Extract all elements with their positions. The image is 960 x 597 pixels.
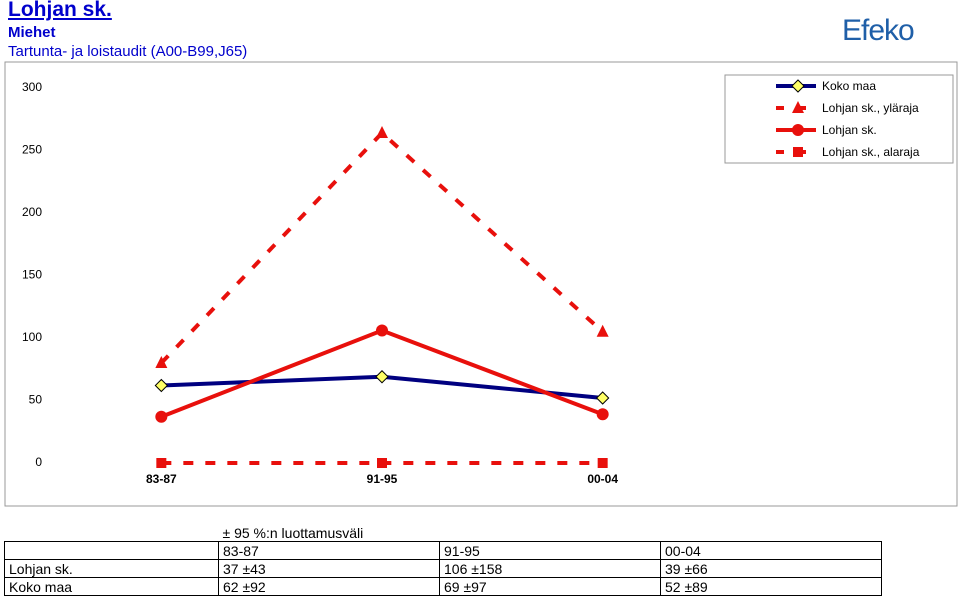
table-cell: 62 ±92 (218, 577, 440, 596)
subtitle: Miehet (8, 24, 56, 41)
title: Lohjan sk. (8, 0, 112, 21)
logo: Efeko (842, 14, 915, 47)
y-tick-label: 300 (22, 80, 42, 94)
y-tick-label: 250 (22, 143, 42, 157)
legend-label: Lohjan sk., alaraja (822, 145, 920, 159)
legend-marker (793, 147, 803, 157)
legend-label: Lohjan sk., yläraja (822, 101, 919, 115)
y-tick-label: 150 (22, 268, 42, 282)
table-cell (4, 541, 219, 560)
table-cell: 106 ±158 (439, 559, 661, 578)
y-tick-label: 50 (29, 393, 43, 407)
ci-table: ± 95 %:n luottamusväli 83-87 91-95 00-04 Lo… (4, 524, 882, 596)
table-cell: 52 ±89 (660, 577, 882, 596)
chart: 0 50 100 150 200 250 300 83-87 91-95 00-04 Koko ma… (4, 61, 958, 507)
table-header: ± 95 %:n luottamusväli (222, 524, 364, 541)
y-tick-label: 100 (22, 330, 42, 344)
legend-marker (792, 124, 804, 136)
table-cell: Lohjan sk. (4, 559, 219, 578)
legend-marker (792, 101, 804, 113)
table-row: 83-87 91-95 00-04 (4, 541, 882, 560)
data-point (596, 324, 609, 337)
data-point (595, 391, 610, 405)
data-point (375, 370, 389, 384)
x-tick-label: 91-95 (367, 472, 398, 486)
table-cell: Koko maa (4, 577, 219, 596)
data-point (597, 458, 608, 468)
y-tick-label: 200 (22, 205, 42, 219)
table-cell: 39 ±66 (660, 559, 882, 578)
x-tick-label: 83-87 (146, 472, 177, 486)
table-row: Koko maa 62 ±92 69 ±97 52 ±89 (4, 577, 882, 596)
table-cell: 69 ±97 (439, 577, 661, 596)
table-cell: 37 ±43 (218, 559, 440, 578)
data-point (156, 458, 167, 468)
data-point (376, 324, 388, 337)
data-point (155, 356, 168, 368)
subtitle-2: Tartunta- ja loistaudit (A00-B99,J65) (8, 43, 248, 60)
data-point (154, 378, 169, 393)
table-cell: 91-95 (439, 541, 661, 560)
legend-label: Koko maa (822, 79, 876, 93)
table-cell: 83-87 (218, 541, 440, 560)
legend (724, 74, 954, 164)
table-row: Lohjan sk. 37 ±43 106 ±158 39 ±66 (4, 559, 882, 578)
legend-label: Lohjan sk. (822, 123, 877, 137)
data-point (376, 126, 388, 138)
data-point (377, 458, 387, 468)
x-tick-label: 00-04 (587, 472, 618, 486)
table-cell: 00-04 (660, 541, 882, 560)
data-point (596, 408, 609, 421)
data-point (155, 410, 168, 423)
y-tick-label: 0 (35, 455, 42, 469)
legend-marker (791, 79, 805, 93)
